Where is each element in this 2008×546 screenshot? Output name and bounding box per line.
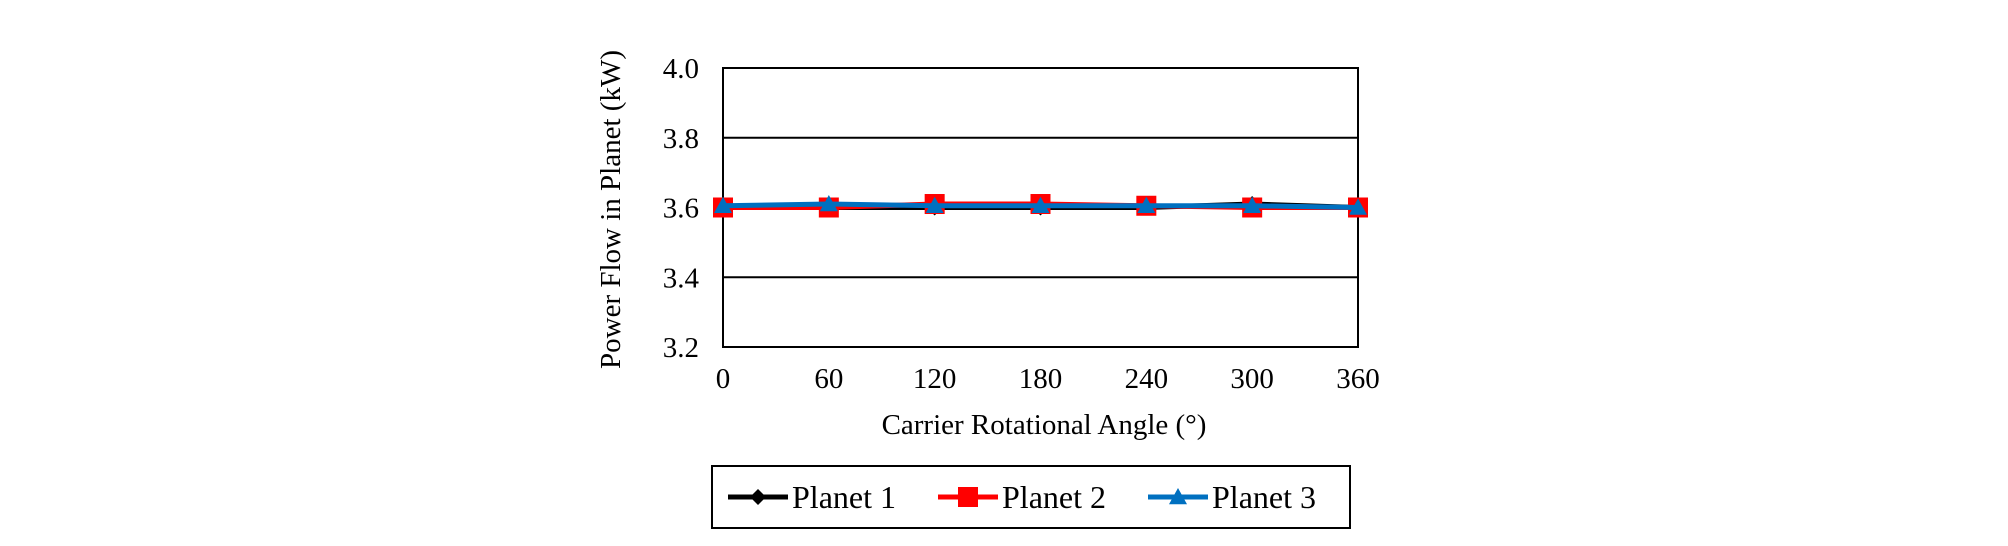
y-axis-label: Power Flow in Planet (kW) [595, 50, 627, 369]
legend-marker [750, 489, 766, 505]
x-tick-label: 120 [913, 363, 957, 395]
series-group [713, 194, 1368, 218]
x-tick-label: 180 [1019, 363, 1063, 395]
y-tick-label: 3.8 [663, 123, 699, 155]
legend-item: Planet 2 [938, 479, 1106, 515]
legend-label: Planet 2 [1002, 479, 1106, 515]
x-axis-label: Carrier Rotational Angle (°) [882, 409, 1207, 441]
y-tick-label: 3.6 [663, 193, 699, 225]
data-point [1137, 196, 1156, 213]
y-tick-label: 4.0 [663, 53, 699, 85]
x-axis-ticks: 0 60 120 180 240 300 360 [716, 363, 1380, 395]
y-tick-label: 3.4 [663, 262, 700, 294]
y-tick-label: 3.2 [663, 332, 699, 364]
y-axis-ticks: 3.2 3.4 3.6 3.8 4.0 [663, 53, 700, 364]
data-point [925, 196, 944, 213]
x-tick-label: 60 [814, 363, 843, 395]
legend-item: Planet 1 [728, 479, 896, 515]
legend-item: Planet 3 [1148, 479, 1316, 515]
x-tick-label: 300 [1230, 363, 1274, 395]
data-point [714, 196, 732, 213]
x-tick-label: 360 [1336, 363, 1380, 395]
data-point [1031, 196, 1050, 213]
x-tick-label: 240 [1125, 363, 1169, 395]
series-3 [714, 195, 1367, 215]
legend-label: Planet 3 [1212, 479, 1316, 515]
x-tick-label: 0 [716, 363, 731, 395]
legend-marker [1169, 488, 1187, 505]
legend-box [711, 465, 1351, 529]
legend-label: Planet 1 [792, 479, 896, 515]
data-point [1243, 196, 1262, 213]
data-point [819, 195, 838, 212]
legend: Planet 1 Planet 2 Planet 3 [711, 465, 1351, 529]
legend-marker [958, 487, 978, 507]
data-point [1349, 198, 1367, 215]
